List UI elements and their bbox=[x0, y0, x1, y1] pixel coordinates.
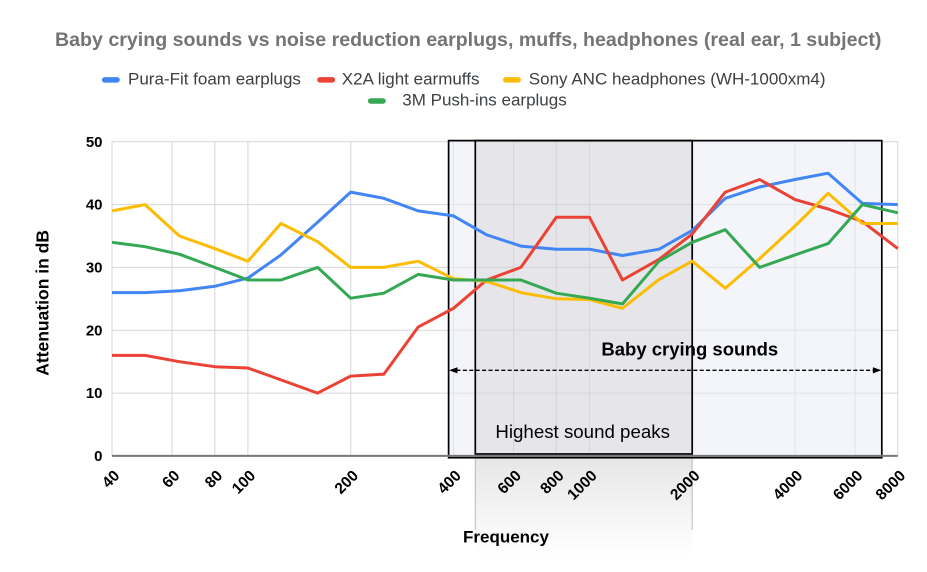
svg-text:Sony ANC headphones (WH-1000xm: Sony ANC headphones (WH-1000xm4) bbox=[529, 70, 826, 89]
svg-text:Baby crying sounds: Baby crying sounds bbox=[601, 338, 778, 359]
svg-text:0: 0 bbox=[94, 448, 102, 465]
svg-text:20: 20 bbox=[86, 322, 103, 339]
svg-text:X2A light earmuffs: X2A light earmuffs bbox=[342, 70, 480, 89]
svg-text:Baby crying sounds vs noise re: Baby crying sounds vs noise reduction ea… bbox=[55, 29, 881, 51]
svg-text:40: 40 bbox=[86, 197, 103, 214]
svg-text:Frequency: Frequency bbox=[463, 528, 550, 547]
svg-text:Pura-Fit foam earplugs: Pura-Fit foam earplugs bbox=[128, 70, 301, 89]
svg-text:50: 50 bbox=[86, 134, 103, 151]
svg-text:3M Push-ins earplugs: 3M Push-ins earplugs bbox=[402, 91, 566, 110]
svg-text:Highest sound peaks: Highest sound peaks bbox=[495, 421, 670, 442]
svg-text:10: 10 bbox=[86, 385, 103, 402]
svg-text:Attenuation in dB: Attenuation in dB bbox=[33, 230, 53, 376]
svg-text:30: 30 bbox=[86, 259, 103, 276]
